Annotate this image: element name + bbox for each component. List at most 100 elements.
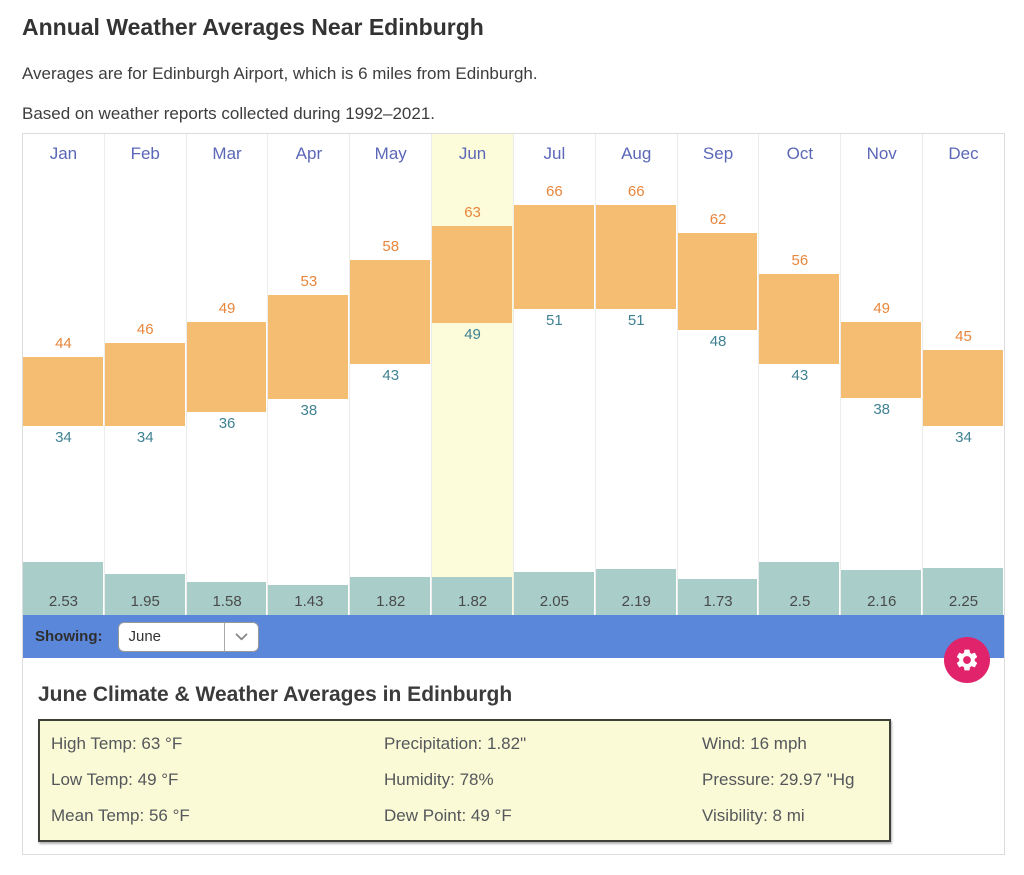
month-column-sep[interactable]: Sep 62 48 1.73 bbox=[677, 134, 760, 615]
precip-label: 1.82 bbox=[376, 593, 406, 610]
temp-bar bbox=[186, 322, 267, 412]
settings-button[interactable] bbox=[944, 637, 990, 683]
low-temp-label: 34 bbox=[55, 429, 72, 446]
month-label[interactable]: Dec bbox=[948, 144, 979, 163]
low-temp-label: 51 bbox=[627, 312, 645, 329]
precip-label: 2.53 bbox=[48, 593, 79, 610]
month-label[interactable]: Feb bbox=[130, 144, 160, 163]
precip-label: 2.25 bbox=[948, 593, 979, 610]
temp-bar bbox=[759, 274, 840, 364]
precip-bar bbox=[268, 585, 349, 615]
high-temp-label: 66 bbox=[627, 183, 645, 200]
month-column-nov[interactable]: Nov 49 38 2.16 bbox=[841, 134, 924, 615]
page-subtitle-location: Averages are for Edinburgh Airport, whic… bbox=[22, 64, 538, 83]
low-temp-label: 36 bbox=[218, 415, 236, 432]
precip-bar bbox=[513, 572, 594, 615]
precip-bar bbox=[432, 577, 512, 615]
month-label[interactable]: Jan bbox=[49, 144, 78, 163]
precip-label: 1.58 bbox=[212, 593, 242, 610]
summary-cell-dew-point: Dew Point: 49 °F bbox=[384, 806, 512, 825]
precip-bar bbox=[23, 562, 103, 615]
details-section: June Climate & Weather Averages in Edinb… bbox=[23, 682, 1004, 854]
precip-label: 2.16 bbox=[867, 593, 897, 610]
month-column-feb[interactable]: Feb 46 34 1.95 bbox=[104, 134, 187, 615]
weather-widget: Jan 44 34 2.53 Feb 46 34 1.95 Mar 49 36 1.58 Apr 53 38… bbox=[22, 133, 1005, 855]
month-label[interactable]: Jul bbox=[543, 144, 566, 163]
high-temp-label: 53 bbox=[300, 273, 318, 290]
precip-bar bbox=[350, 577, 431, 615]
precip-label: 2.19 bbox=[621, 593, 651, 610]
month-column-jan[interactable]: Jan 44 34 2.53 bbox=[23, 134, 105, 615]
precip-bar bbox=[759, 562, 840, 615]
precip-bar bbox=[677, 579, 758, 615]
temp-bar bbox=[595, 205, 676, 309]
temp-bar bbox=[841, 322, 922, 398]
precip-bar bbox=[841, 570, 922, 615]
precip-label: 1.95 bbox=[130, 593, 160, 610]
month-label[interactable]: Aug bbox=[621, 144, 652, 163]
month-select-value: June bbox=[128, 628, 162, 645]
high-temp-label: 56 bbox=[791, 252, 809, 269]
summary-cell-humidity: Humidity: 78% bbox=[384, 770, 494, 789]
temp-bar bbox=[432, 226, 512, 323]
chevron-down-icon bbox=[223, 622, 258, 651]
precip-bar bbox=[104, 574, 185, 615]
high-temp-label: 49 bbox=[218, 300, 236, 317]
temp-bar bbox=[513, 205, 594, 309]
low-temp-label: 38 bbox=[300, 402, 318, 419]
high-temp-label: 44 bbox=[55, 335, 72, 352]
summary-cell-high-temp: High Temp: 63 °F bbox=[51, 734, 183, 753]
page-title: Annual Weather Averages Near Edinburgh bbox=[22, 14, 484, 40]
month-column-jul[interactable]: Jul 66 51 2.05 bbox=[513, 134, 596, 615]
month-label[interactable]: Apr bbox=[295, 144, 323, 163]
temp-bar bbox=[104, 343, 185, 426]
low-temp-label: 34 bbox=[136, 429, 154, 446]
temp-bar bbox=[677, 233, 758, 330]
temp-bar bbox=[350, 260, 431, 364]
precip-label: 1.43 bbox=[294, 593, 324, 610]
month-select[interactable]: June bbox=[117, 621, 259, 652]
page-header: Annual Weather Averages Near Edinburgh A… bbox=[0, 14, 1024, 124]
month-column-may[interactable]: May 58 43 1.82 bbox=[350, 134, 433, 615]
temp-bar bbox=[268, 295, 349, 399]
precip-label: 1.82 bbox=[457, 593, 488, 610]
month-label[interactable]: Sep bbox=[702, 144, 734, 163]
high-temp-label: 62 bbox=[709, 211, 727, 228]
month-column-dec[interactable]: Dec 45 34 2.25 bbox=[923, 134, 1004, 615]
month-column-aug[interactable]: Aug 66 51 2.19 bbox=[595, 134, 678, 615]
low-temp-label: 38 bbox=[873, 401, 891, 418]
high-temp-label: 58 bbox=[382, 238, 400, 255]
precip-label: 2.5 bbox=[789, 593, 811, 610]
month-label[interactable]: Jun bbox=[458, 144, 487, 163]
climate-chart: Jan 44 34 2.53 Feb 46 34 1.95 Mar 49 36 1.58 Apr 53 38… bbox=[23, 134, 1004, 615]
high-temp-label: 45 bbox=[955, 328, 972, 345]
low-temp-label: 34 bbox=[955, 429, 972, 446]
high-temp-label: 63 bbox=[464, 204, 481, 221]
high-temp-label: 66 bbox=[546, 183, 563, 200]
low-temp-label: 43 bbox=[382, 367, 400, 384]
month-label[interactable]: Mar bbox=[212, 144, 242, 163]
summary-cell-precipitation: Precipitation: 1.82" bbox=[384, 734, 527, 753]
month-label[interactable]: May bbox=[374, 144, 407, 163]
precip-bar bbox=[186, 582, 267, 615]
summary-cell-visibility: Visibility: 8 mi bbox=[702, 806, 805, 825]
month-column-jun[interactable]: Jun 63 49 1.82 bbox=[432, 134, 514, 615]
month-column-mar[interactable]: Mar 49 36 1.58 bbox=[186, 134, 269, 615]
month-label[interactable]: Nov bbox=[866, 144, 897, 163]
low-temp-label: 51 bbox=[546, 312, 563, 329]
gear-icon bbox=[954, 647, 980, 673]
precip-label: 2.05 bbox=[539, 593, 569, 610]
month-column-apr[interactable]: Apr 53 38 1.43 bbox=[268, 134, 351, 615]
low-temp-label: 48 bbox=[709, 333, 727, 350]
showing-bar: Showing: June bbox=[23, 615, 1004, 658]
precip-label: 1.73 bbox=[703, 593, 733, 610]
climate-summary-box: High Temp: 63 °F Precipitation: 1.82" Wi… bbox=[38, 719, 891, 842]
high-temp-label: 46 bbox=[136, 321, 154, 338]
page-subtitle-period: Based on weather reports collected durin… bbox=[22, 104, 436, 123]
high-temp-label: 49 bbox=[873, 300, 891, 317]
precip-bar bbox=[595, 569, 676, 615]
month-label[interactable]: Oct bbox=[786, 144, 814, 163]
summary-cell-mean-temp: Mean Temp: 56 °F bbox=[51, 806, 190, 825]
details-heading: June Climate & Weather Averages in Edinb… bbox=[38, 683, 513, 706]
month-column-oct[interactable]: Oct 56 43 2.5 bbox=[759, 134, 842, 615]
